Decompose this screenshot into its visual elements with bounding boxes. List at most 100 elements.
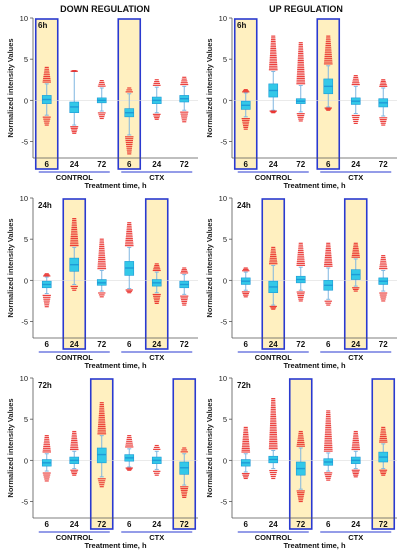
box-5 <box>350 242 361 292</box>
group-label-control: CONTROL <box>255 173 292 182</box>
box-5 <box>350 75 361 125</box>
box-3 <box>295 430 306 503</box>
time-point-label: 24h <box>38 201 52 210</box>
box-5 <box>151 263 162 305</box>
box-2 <box>69 217 80 291</box>
group-label-ctx: CTX <box>149 353 164 362</box>
y-tick-label: 10 <box>219 194 227 203</box>
y-tick-label: 5 <box>24 55 28 64</box>
x-tick-label: 24 <box>351 520 360 529</box>
x-tick-label: 72 <box>296 160 305 169</box>
x-axis-label: Treatment time, h <box>84 541 147 550</box>
box-4 <box>323 410 334 481</box>
x-axis-label: Treatment time, h <box>283 181 346 190</box>
panel-5: 10 5 0 -5 Normalized intensity Values 72h 6 24 7… <box>6 374 198 550</box>
group-label-control: CONTROL <box>255 533 292 542</box>
column-title-up: UP REGULATION <box>269 4 343 14</box>
box-4 <box>124 87 135 155</box>
group-label-ctx: CTX <box>149 173 164 182</box>
x-tick-label: 24 <box>152 520 161 529</box>
y-tick-label: -5 <box>21 318 28 327</box>
box-2 <box>268 246 279 310</box>
y-tick-label: 5 <box>223 55 227 64</box>
x-tick-label: 72 <box>379 340 388 349</box>
group-label-control: CONTROL <box>56 173 93 182</box>
y-tick-label: 10 <box>20 194 28 203</box>
y-tick-label: 5 <box>223 235 227 244</box>
x-tick-label: 24 <box>269 520 278 529</box>
y-tick-label: 10 <box>20 374 28 383</box>
time-point-label: 72h <box>38 381 52 390</box>
panel-3: 10 5 0 -5 Normalized intensity Values 24h 6 24 7… <box>6 194 198 370</box>
y-axis-label: Normalized intensity Values <box>205 218 214 317</box>
box-4 <box>124 435 135 471</box>
x-tick-label: 6 <box>326 520 331 529</box>
x-tick-label: 6 <box>326 160 331 169</box>
x-tick-label: 24 <box>70 520 79 529</box>
y-tick-label: -5 <box>220 318 227 327</box>
time-point-label: 6h <box>237 21 246 30</box>
y-tick-label: 5 <box>24 235 28 244</box>
box-5 <box>350 430 361 478</box>
x-tick-label: 72 <box>180 340 189 349</box>
x-tick-label: 24 <box>152 340 161 349</box>
x-tick-label: 24 <box>351 160 360 169</box>
x-tick-label: 6 <box>326 340 331 349</box>
y-axis-label: Normalized intensity Values <box>6 398 15 497</box>
y-axis-label: Normalized intensity Values <box>205 38 214 137</box>
x-tick-label: 72 <box>379 520 388 529</box>
x-tick-label: 6 <box>127 520 132 529</box>
group-label-ctx: CTX <box>348 353 363 362</box>
x-tick-label: 6 <box>45 520 50 529</box>
box-3 <box>295 42 306 122</box>
panels: 10 5 0 -5 Normalized intensity Values 6h 6 24 72… <box>6 14 397 550</box>
x-axis-label: Treatment time, h <box>283 541 346 550</box>
x-tick-label: 6 <box>244 160 249 169</box>
box-body <box>96 447 107 464</box>
group-label-control: CONTROL <box>56 353 93 362</box>
x-tick-label: 72 <box>97 340 106 349</box>
x-tick-label: 6 <box>45 340 50 349</box>
x-tick-label: 6 <box>244 340 249 349</box>
box-4 <box>124 222 135 294</box>
box-2 <box>268 35 279 114</box>
x-axis-label: Treatment time, h <box>283 361 346 370</box>
column-title-down: DOWN REGULATION <box>60 4 150 14</box>
box-3 <box>96 79 107 120</box>
time-point-label: 24h <box>237 201 251 210</box>
y-tick-label: 0 <box>223 276 227 285</box>
panel-2: 10 5 0 -5 Normalized intensity Values 6h 6 24 72… <box>205 14 397 190</box>
y-tick-label: -5 <box>21 498 28 507</box>
box-6 <box>179 76 190 123</box>
y-axis-label: Normalized intensity Values <box>6 38 15 137</box>
box-6 <box>179 267 190 306</box>
group-label-ctx: CTX <box>149 533 164 542</box>
box-4 <box>323 242 334 306</box>
box-4 <box>323 35 334 111</box>
y-tick-label: 0 <box>223 96 227 105</box>
box-6 <box>378 79 389 126</box>
panel-6: 10 5 0 -5 Normalized intensity Values 72h 6 24 7… <box>205 374 397 550</box>
x-tick-label: 72 <box>296 520 305 529</box>
y-tick-label: 0 <box>24 276 28 285</box>
box-1 <box>240 267 251 298</box>
x-tick-label: 6 <box>45 160 50 169</box>
y-axis-label: Normalized intensity Values <box>6 218 15 317</box>
group-label-control: CONTROL <box>56 533 93 542</box>
box-6 <box>179 447 190 499</box>
y-tick-label: 10 <box>20 14 28 23</box>
y-tick-label: 0 <box>24 96 28 105</box>
box-6 <box>378 255 389 302</box>
box-6 <box>378 426 389 476</box>
x-tick-label: 24 <box>70 160 79 169</box>
box-5 <box>151 444 162 476</box>
group-label-ctx: CTX <box>348 173 363 182</box>
box-2 <box>268 397 279 480</box>
x-tick-label: 24 <box>269 340 278 349</box>
x-tick-label: 24 <box>269 160 278 169</box>
y-axis-label: Normalized intensity Values <box>205 398 214 497</box>
x-tick-label: 6 <box>127 340 132 349</box>
y-tick-label: -5 <box>220 138 227 147</box>
y-tick-label: 0 <box>223 456 227 465</box>
